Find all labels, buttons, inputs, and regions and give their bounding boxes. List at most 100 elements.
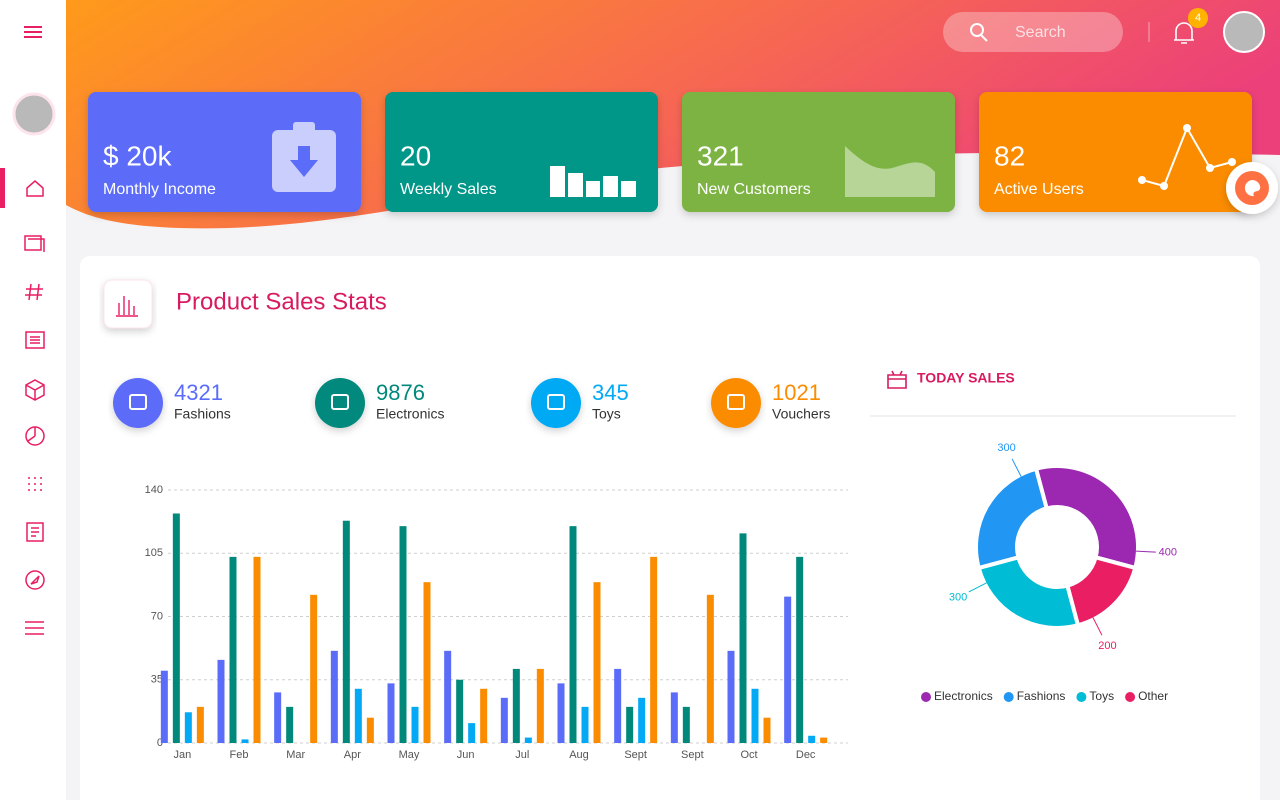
donut-slice bbox=[974, 466, 1050, 571]
bar bbox=[330, 650, 338, 743]
menu-button[interactable] bbox=[24, 26, 42, 38]
search-box[interactable] bbox=[943, 12, 1123, 52]
bar bbox=[784, 596, 792, 743]
bar bbox=[536, 668, 544, 743]
card-label: Active Users bbox=[994, 181, 1084, 198]
stat-icon bbox=[531, 378, 581, 428]
bar bbox=[638, 697, 646, 743]
stat-value: 345 bbox=[592, 380, 629, 405]
bar bbox=[682, 706, 690, 743]
nav-navigation[interactable] bbox=[25, 570, 45, 590]
bar bbox=[524, 737, 532, 743]
bar bbox=[444, 650, 452, 743]
card-label: Monthly Income bbox=[103, 181, 216, 198]
bar bbox=[751, 688, 759, 743]
legend-label: Electronics bbox=[934, 689, 993, 703]
legend-label: Fashions bbox=[1017, 689, 1066, 703]
bar bbox=[808, 735, 816, 743]
stat-icon bbox=[711, 378, 761, 428]
bar bbox=[593, 582, 601, 743]
leader-line bbox=[968, 582, 987, 593]
x-tick-label: Dec bbox=[796, 749, 816, 761]
bar bbox=[581, 706, 589, 743]
bar bbox=[184, 712, 192, 743]
stat-icon bbox=[547, 394, 565, 410]
nav-chart[interactable] bbox=[27, 427, 36, 442]
nav-box[interactable] bbox=[25, 379, 45, 401]
bar bbox=[253, 556, 261, 743]
leader-line bbox=[1135, 550, 1156, 553]
nav-pages[interactable] bbox=[26, 522, 44, 542]
card-value: $ 20k bbox=[103, 140, 172, 171]
bar bbox=[650, 556, 658, 743]
legend-label: Other bbox=[1138, 689, 1168, 703]
stat-icon bbox=[129, 394, 147, 410]
stat-value: 1021 bbox=[772, 380, 821, 405]
bar bbox=[286, 706, 294, 743]
x-tick-label: Apr bbox=[344, 749, 361, 761]
today-sales-icon bbox=[887, 370, 907, 389]
header-background bbox=[66, 0, 1280, 229]
search-placeholder: Search bbox=[1015, 24, 1066, 41]
card-background bbox=[682, 92, 955, 212]
panel-icon bbox=[103, 279, 153, 329]
card: $ 20k Monthly Income bbox=[88, 92, 361, 212]
leader-line bbox=[1092, 617, 1103, 636]
bell-icon[interactable] bbox=[1174, 22, 1194, 44]
bar bbox=[557, 683, 565, 743]
bar bbox=[739, 533, 747, 743]
x-tick-label: Jun bbox=[457, 749, 475, 761]
stat-label: Vouchers bbox=[772, 406, 830, 422]
x-tick-label: Jan bbox=[173, 749, 191, 761]
card-icon bbox=[293, 122, 315, 134]
bar bbox=[569, 526, 577, 743]
card: 20 Weekly Sales bbox=[385, 92, 658, 212]
card-label: Weekly Sales bbox=[400, 181, 497, 198]
nav-apps[interactable] bbox=[28, 477, 42, 491]
nav-navigation[interactable] bbox=[30, 575, 40, 585]
card-value: 20 bbox=[400, 140, 431, 171]
legend-swatch bbox=[1076, 692, 1087, 702]
notification-badge bbox=[1188, 8, 1208, 28]
nav-home[interactable] bbox=[26, 180, 44, 197]
card: 321 New Customers bbox=[682, 92, 955, 212]
stat-label: Fashions bbox=[174, 406, 231, 422]
x-tick-label: Oct bbox=[740, 749, 757, 761]
user-avatar[interactable] bbox=[1223, 11, 1265, 53]
donut-slice bbox=[976, 554, 1081, 630]
legend-label: Toys bbox=[1089, 689, 1114, 703]
bar bbox=[217, 659, 225, 743]
bar bbox=[626, 706, 634, 743]
panel bbox=[80, 256, 1260, 800]
card-label: New Customers bbox=[697, 181, 811, 198]
nav-windows[interactable] bbox=[24, 235, 45, 252]
card-value: 82 bbox=[994, 140, 1025, 171]
bar bbox=[727, 650, 735, 743]
bar bbox=[366, 717, 374, 743]
legend-swatch bbox=[921, 692, 931, 702]
x-tick-label: Feb bbox=[230, 749, 249, 761]
x-tick-label: Jul bbox=[515, 749, 529, 761]
sidebar-avatar bbox=[12, 92, 56, 136]
bar bbox=[512, 668, 520, 743]
x-tick-label: May bbox=[399, 749, 420, 761]
donut-slice bbox=[1033, 464, 1140, 571]
y-tick-label: 35 bbox=[151, 674, 163, 686]
bar bbox=[160, 670, 168, 743]
card-icon bbox=[1138, 124, 1236, 190]
card-background bbox=[979, 92, 1252, 212]
bar bbox=[399, 526, 407, 743]
nav-tags[interactable] bbox=[25, 283, 43, 301]
nav-more[interactable] bbox=[25, 621, 44, 635]
data-label: 300 bbox=[949, 591, 967, 603]
card-value: 321 bbox=[697, 140, 744, 171]
card-icon bbox=[290, 146, 318, 177]
bar bbox=[241, 739, 249, 743]
nav-list[interactable] bbox=[25, 331, 45, 349]
palette-icon bbox=[1244, 179, 1261, 197]
x-tick-label: Aug bbox=[569, 749, 589, 761]
bar bbox=[354, 688, 362, 743]
